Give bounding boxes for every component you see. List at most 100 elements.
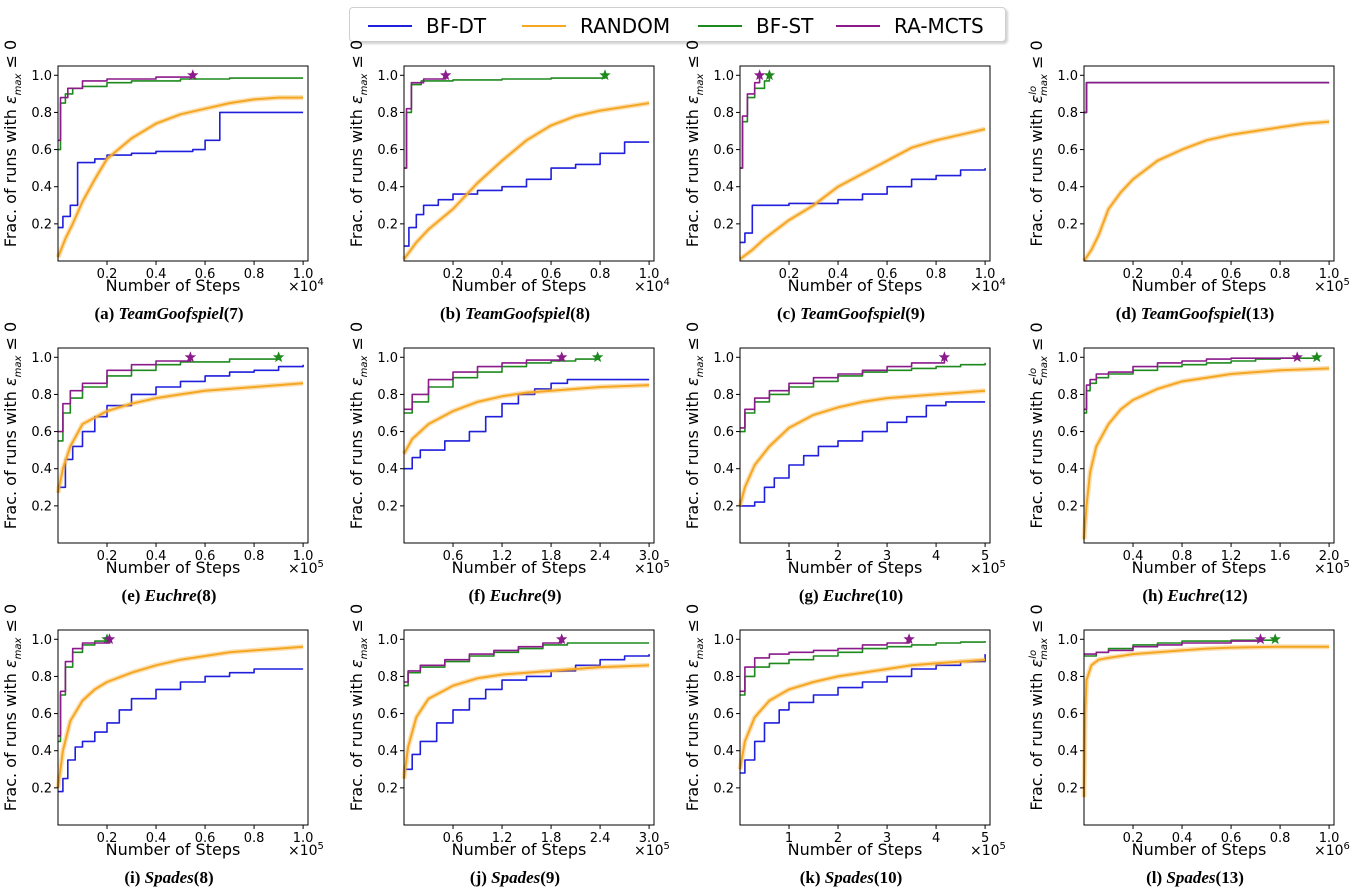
series-line-ra-mcts — [404, 357, 563, 411]
x-tick-label: 1.8 — [541, 549, 562, 564]
x-axis-multiplier: ×105 — [288, 559, 324, 577]
series-line-ra-mcts — [404, 75, 447, 169]
series-line-bf-dt — [404, 378, 650, 470]
x-axis-multiplier: ×105 — [970, 841, 1006, 859]
y-tick-label: 0.4 — [377, 744, 398, 759]
x-tick-label: 1 — [785, 549, 793, 564]
y-axis-label: Frac. of runs with εmax ≤ 0 — [683, 40, 706, 247]
x-axis-multiplier: ×104 — [288, 277, 324, 295]
series-end-star-bf-st — [763, 69, 776, 81]
series-end-star-ra-mcts — [187, 69, 199, 81]
x-axis-multiplier: ×105 — [1314, 277, 1350, 295]
y-tick-label: 0.2 — [713, 217, 734, 232]
y-tick-label: 0.4 — [713, 462, 734, 477]
legend-swatch-bf-dt — [368, 24, 412, 27]
series-end-star-bf-st — [1311, 351, 1323, 363]
x-tick-label: 0.2 — [1123, 267, 1144, 282]
x-tick-label: 0.8 — [1172, 549, 1193, 564]
series-end-star-ra-mcts — [1291, 351, 1303, 363]
x-tick-label: 1.6 — [1270, 549, 1291, 564]
x-tick-label: 1.2 — [1221, 549, 1242, 564]
series-line-bf-dt — [740, 654, 986, 774]
series-line-bf-dt — [740, 168, 986, 244]
x-tick-label: 1.0 — [1319, 831, 1340, 846]
y-tick-label: 0.2 — [377, 781, 398, 796]
plot-frame — [57, 347, 309, 544]
chart-panel-h: 0.2 0.4 0.6 0.8 1.0 0.4 0.8 1.2 1.6 2.0 Number of … — [1027, 322, 1350, 605]
y-tick-label: 0.4 — [31, 744, 52, 759]
series-line-ra-mcts — [1084, 639, 1262, 655]
y-tick-label: 0.8 — [31, 388, 52, 403]
chart-panel-j: 0.2 0.4 0.6 0.8 1.0 0.6 1.2 1.8 2.4 3.0 Number of … — [347, 604, 670, 887]
x-tick-label: 1.0 — [975, 267, 996, 282]
series-line-random — [1083, 120, 1330, 262]
x-tick-label: 0.4 — [146, 831, 167, 846]
x-tick-label: 0.6 — [541, 267, 562, 282]
series-line-ra-mcts — [740, 75, 761, 169]
series-line-ra-mcts — [58, 357, 192, 433]
panel-caption: (a) TeamGoofspiel(7) — [94, 304, 243, 323]
y-tick-label: 0.8 — [713, 670, 734, 685]
plot-frame — [57, 629, 309, 826]
y-tick-label: 1.0 — [377, 633, 398, 648]
series-end-star-ra-mcts — [903, 633, 915, 645]
y-tick-label: 0.4 — [713, 744, 734, 759]
plot-frame — [739, 629, 991, 826]
series-band-random — [737, 657, 986, 770]
y-tick-label: 0.8 — [377, 670, 398, 685]
y-tick-label: 0.8 — [1057, 670, 1078, 685]
y-tick-label: 0.8 — [377, 106, 398, 121]
x-tick-label: 5 — [981, 831, 989, 846]
y-tick-label: 0.2 — [377, 217, 398, 232]
y-tick-label: 1.0 — [1057, 633, 1078, 648]
y-tick-label: 0.6 — [377, 143, 398, 158]
series-end-star-bf-st — [272, 351, 285, 363]
y-tick-label: 1.0 — [713, 351, 734, 366]
y-tick-label: 0.4 — [1057, 462, 1078, 477]
series-line-ra-mcts — [740, 357, 946, 429]
y-tick-label: 0.8 — [713, 388, 734, 403]
y-tick-label: 0.6 — [377, 707, 398, 722]
panel-caption: (h) Euchre(12) — [1142, 586, 1247, 605]
y-axis-label: Frac. of runs with εmax ≤ 0 — [683, 322, 706, 529]
chart-panel-f: 0.2 0.4 0.6 0.8 1.0 0.6 1.2 1.8 2.4 3.0 Number of … — [347, 322, 670, 605]
y-axis-label: Frac. of runs with εmax ≤ 0 — [347, 322, 370, 529]
x-axis-multiplier: ×104 — [634, 277, 670, 295]
series-line-random — [403, 102, 650, 260]
y-tick-label: 1.0 — [31, 69, 52, 84]
x-tick-label: 1.0 — [293, 267, 314, 282]
series-line-random — [739, 389, 986, 507]
x-tick-label: 1.0 — [639, 267, 660, 282]
y-tick-label: 0.6 — [377, 425, 398, 440]
chart-panel-a: 0.2 0.4 0.6 0.8 1.0 0.2 0.4 0.6 0.8 1.0 Number of … — [1, 40, 324, 323]
x-axis-multiplier: ×105 — [1314, 559, 1350, 577]
legend-label-random: RANDOM — [580, 13, 671, 38]
series-line-bf-dt — [740, 401, 986, 507]
y-axis-label: Frac. of runs with εmax ≤ 0 — [1, 322, 24, 529]
y-tick-label: 0.6 — [713, 425, 734, 440]
plot-frame — [403, 629, 655, 826]
y-tick-label: 0.6 — [31, 143, 52, 158]
y-tick-label: 0.2 — [31, 217, 52, 232]
y-tick-label: 1.0 — [377, 351, 398, 366]
series-line-bf-st — [404, 75, 606, 169]
series-band-random — [55, 644, 304, 789]
x-tick-label: 0.2 — [1123, 831, 1144, 846]
y-tick-label: 0.4 — [1057, 744, 1078, 759]
x-tick-label: 0.4 — [828, 267, 849, 282]
x-axis-label: Number of Steps — [452, 276, 587, 295]
plot-frame — [57, 65, 309, 262]
x-axis-multiplier: ×104 — [970, 277, 1006, 295]
y-tick-label: 0.2 — [1057, 217, 1078, 232]
x-tick-label: 1 — [785, 831, 793, 846]
series-end-star-ra-mcts — [753, 69, 766, 81]
series-line-ra-mcts — [58, 639, 111, 737]
x-axis-multiplier: ×105 — [634, 841, 670, 859]
x-tick-label: 0.6 — [443, 831, 464, 846]
x-axis-label: Number of Steps — [1132, 558, 1267, 577]
series-line-ra-mcts — [58, 75, 194, 142]
y-tick-label: 0.4 — [377, 180, 398, 195]
x-tick-label: 0.6 — [1221, 267, 1242, 282]
y-tick-label: 1.0 — [1057, 351, 1078, 366]
y-tick-label: 0.2 — [713, 781, 734, 796]
